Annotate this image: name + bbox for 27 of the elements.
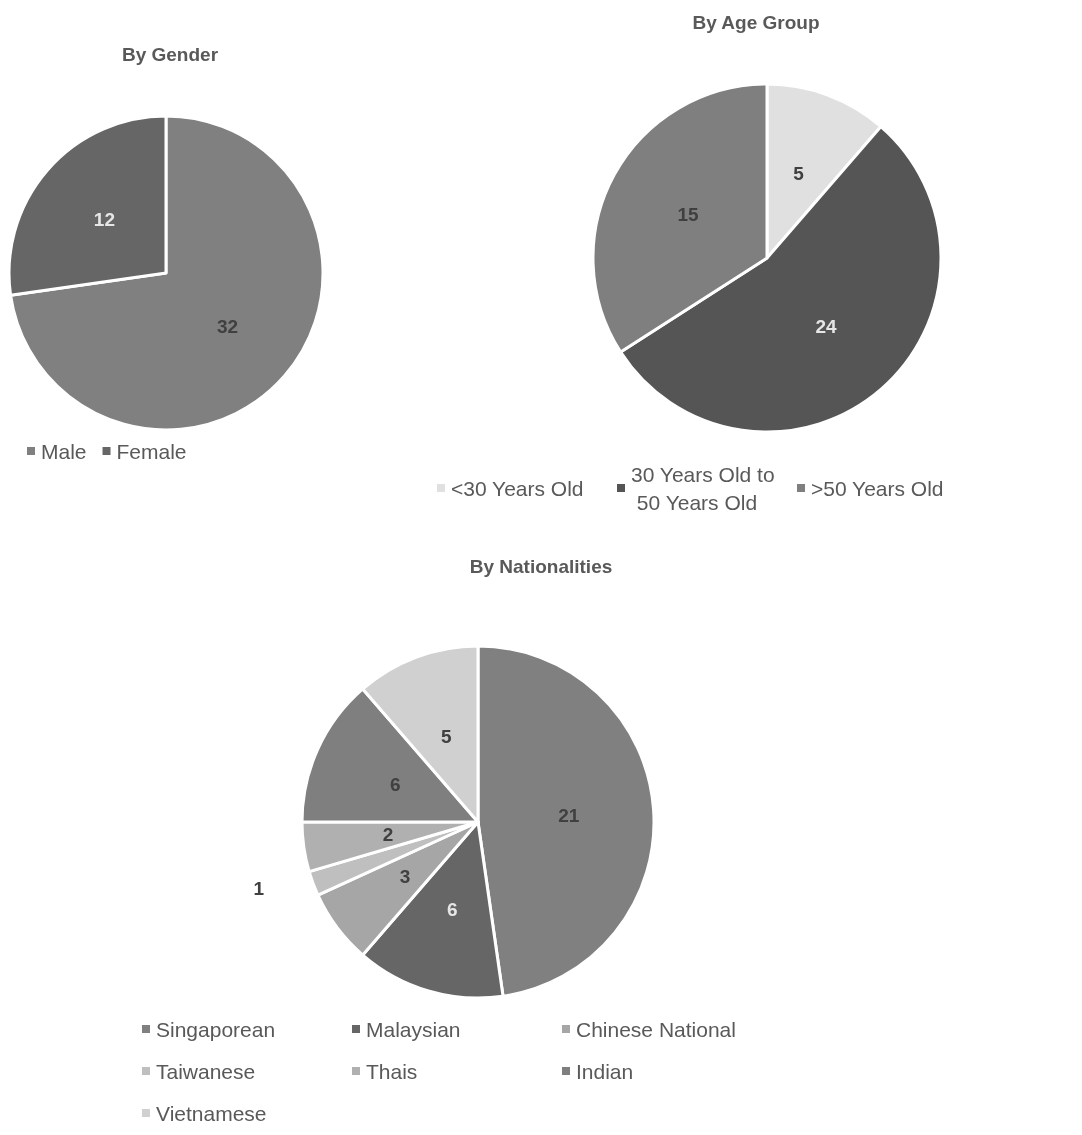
legend-label: Singaporean: [156, 1017, 276, 1041]
data-label: 21: [558, 805, 580, 827]
legend-label: <30 Years Old: [451, 476, 584, 500]
data-label: 1: [253, 878, 265, 900]
legend-label: Chinese National: [576, 1017, 736, 1041]
data-label: 6: [447, 898, 458, 920]
chart-title: By Age Group: [692, 12, 820, 33]
legend-label: Thais: [366, 1059, 418, 1083]
data-label: 5: [440, 726, 452, 748]
legend-label: Male: [41, 439, 87, 463]
data-label: 24: [815, 315, 837, 337]
legend-label: >50 Years Old: [811, 476, 944, 500]
legend-label: Female: [116, 439, 187, 463]
legend-label: Taiwanese: [156, 1059, 256, 1083]
data-label: 32: [217, 315, 239, 337]
legend-label: Vietnamese: [156, 1101, 267, 1125]
legend-label: 30 Years Old to 50 Years Old: [631, 462, 775, 514]
data-label: 15: [677, 204, 700, 226]
data-label: 2: [382, 824, 394, 846]
data-label: 12: [93, 209, 115, 231]
legend-label: Indian: [576, 1059, 634, 1083]
data-label: 3: [399, 866, 411, 888]
chart-title: By Nationalities: [469, 556, 613, 577]
data-label: 6: [389, 773, 401, 795]
legend-label: Malaysian: [366, 1017, 461, 1041]
data-label: 5: [793, 163, 805, 185]
chart-title: By Gender: [121, 44, 219, 65]
